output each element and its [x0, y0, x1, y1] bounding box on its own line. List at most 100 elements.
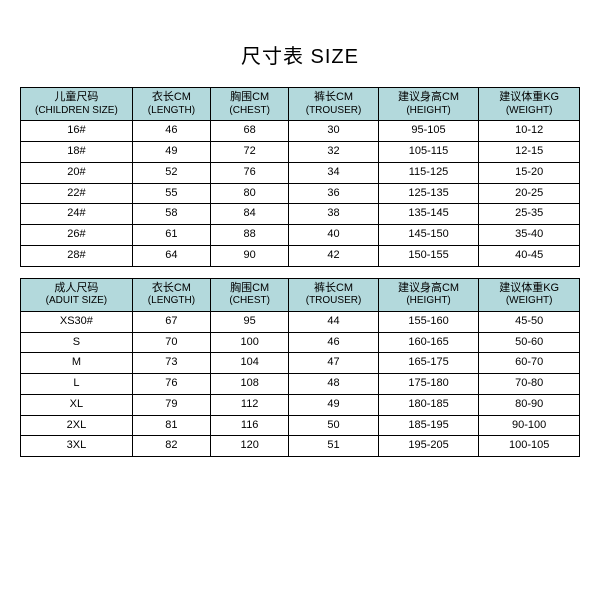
column-header: 建议身高CM(HEIGHT) — [378, 88, 479, 121]
table-cell: 115-125 — [378, 162, 479, 183]
table-cell: 51 — [289, 436, 378, 457]
column-header-en: (CHILDREN SIZE) — [23, 105, 130, 118]
table-cell: 76 — [132, 374, 210, 395]
table-cell: 80 — [211, 183, 289, 204]
table-row: S7010046160-16550-60 — [21, 332, 580, 353]
table-row: L7610848175-18070-80 — [21, 374, 580, 395]
table-cell: 44 — [289, 311, 378, 332]
table-cell: 32 — [289, 142, 378, 163]
table-row: XS30#679544155-16045-50 — [21, 311, 580, 332]
table-cell: 42 — [289, 245, 378, 266]
table-row: 22#558036125-13520-25 — [21, 183, 580, 204]
table-cell: 68 — [211, 121, 289, 142]
column-header-cn: 儿童尺码 — [23, 91, 130, 105]
table-cell: 64 — [132, 245, 210, 266]
table-cell: 116 — [211, 415, 289, 436]
table-cell: 60-70 — [479, 353, 580, 374]
table-cell: 165-175 — [378, 353, 479, 374]
column-header-en: (HEIGHT) — [381, 295, 477, 308]
size-table: 儿童尺码(CHILDREN SIZE)衣长CM(LENGTH)胸围CM(CHES… — [20, 87, 580, 457]
table-cell: 15-20 — [479, 162, 580, 183]
table-cell: 61 — [132, 225, 210, 246]
column-header-en: (LENGTH) — [135, 295, 208, 308]
table-cell: 105-115 — [378, 142, 479, 163]
table-row: 18#497232105-11512-15 — [21, 142, 580, 163]
section-spacer — [21, 266, 580, 278]
column-header-en: (CHEST) — [213, 105, 286, 118]
table-cell: 34 — [289, 162, 378, 183]
table-cell: L — [21, 374, 133, 395]
column-header: 裤长CM(TROUSER) — [289, 88, 378, 121]
table-cell: 180-185 — [378, 394, 479, 415]
table-cell: 70-80 — [479, 374, 580, 395]
table-row: 24#588438135-14525-35 — [21, 204, 580, 225]
column-header: 成人尺码(ADUIT SIZE) — [21, 278, 133, 311]
column-header-en: (LENGTH) — [135, 105, 208, 118]
table-cell: 12-15 — [479, 142, 580, 163]
table-cell: 135-145 — [378, 204, 479, 225]
table-row: 2XL8111650185-19590-100 — [21, 415, 580, 436]
table-cell: M — [21, 353, 133, 374]
table-cell: S — [21, 332, 133, 353]
column-header: 衣长CM(LENGTH) — [132, 278, 210, 311]
table-cell: 72 — [211, 142, 289, 163]
column-header-cn: 胸围CM — [213, 282, 286, 296]
table-cell: 26# — [21, 225, 133, 246]
table-cell: 82 — [132, 436, 210, 457]
table-cell: 46 — [132, 121, 210, 142]
column-header-cn: 成人尺码 — [23, 282, 130, 296]
table-cell: 24# — [21, 204, 133, 225]
column-header: 建议身高CM(HEIGHT) — [378, 278, 479, 311]
table-cell: 90-100 — [479, 415, 580, 436]
column-header-en: (WEIGHT) — [481, 295, 577, 308]
column-header-cn: 建议体重KG — [481, 282, 577, 296]
table-cell: 48 — [289, 374, 378, 395]
column-header: 胸围CM(CHEST) — [211, 278, 289, 311]
column-header-en: (HEIGHT) — [381, 105, 477, 118]
table-row: 16#46683095-10510-12 — [21, 121, 580, 142]
table-cell: 84 — [211, 204, 289, 225]
table-cell: 104 — [211, 353, 289, 374]
table-cell: XS30# — [21, 311, 133, 332]
table-cell: 52 — [132, 162, 210, 183]
column-header-en: (CHEST) — [213, 295, 286, 308]
column-header: 建议体重KG(WEIGHT) — [479, 88, 580, 121]
table-cell: 150-155 — [378, 245, 479, 266]
table-cell: 160-165 — [378, 332, 479, 353]
column-header: 衣长CM(LENGTH) — [132, 88, 210, 121]
table-cell: 3XL — [21, 436, 133, 457]
table-cell: 175-180 — [378, 374, 479, 395]
table-cell: 100 — [211, 332, 289, 353]
table-cell: 10-12 — [479, 121, 580, 142]
table-cell: 20# — [21, 162, 133, 183]
column-header-en: (WEIGHT) — [481, 105, 577, 118]
children-header-row: 儿童尺码(CHILDREN SIZE)衣长CM(LENGTH)胸围CM(CHES… — [21, 88, 580, 121]
table-row: 20#527634115-12515-20 — [21, 162, 580, 183]
table-cell: 35-40 — [479, 225, 580, 246]
table-cell: XL — [21, 394, 133, 415]
table-cell: 18# — [21, 142, 133, 163]
table-cell: 125-135 — [378, 183, 479, 204]
table-cell: 67 — [132, 311, 210, 332]
table-cell: 55 — [132, 183, 210, 204]
table-cell: 38 — [289, 204, 378, 225]
table-cell: 80-90 — [479, 394, 580, 415]
table-cell: 76 — [211, 162, 289, 183]
table-cell: 90 — [211, 245, 289, 266]
table-cell: 45-50 — [479, 311, 580, 332]
table-cell: 49 — [132, 142, 210, 163]
table-cell: 50-60 — [479, 332, 580, 353]
table-cell: 108 — [211, 374, 289, 395]
column-header-cn: 衣长CM — [135, 282, 208, 296]
table-cell: 22# — [21, 183, 133, 204]
column-header-cn: 胸围CM — [213, 91, 286, 105]
table-row: 3XL8212051195-205100-105 — [21, 436, 580, 457]
table-cell: 25-35 — [479, 204, 580, 225]
table-cell: 50 — [289, 415, 378, 436]
column-header: 裤长CM(TROUSER) — [289, 278, 378, 311]
column-header: 建议体重KG(WEIGHT) — [479, 278, 580, 311]
table-cell: 73 — [132, 353, 210, 374]
table-cell: 145-150 — [378, 225, 479, 246]
table-cell: 2XL — [21, 415, 133, 436]
table-row: M7310447165-17560-70 — [21, 353, 580, 374]
